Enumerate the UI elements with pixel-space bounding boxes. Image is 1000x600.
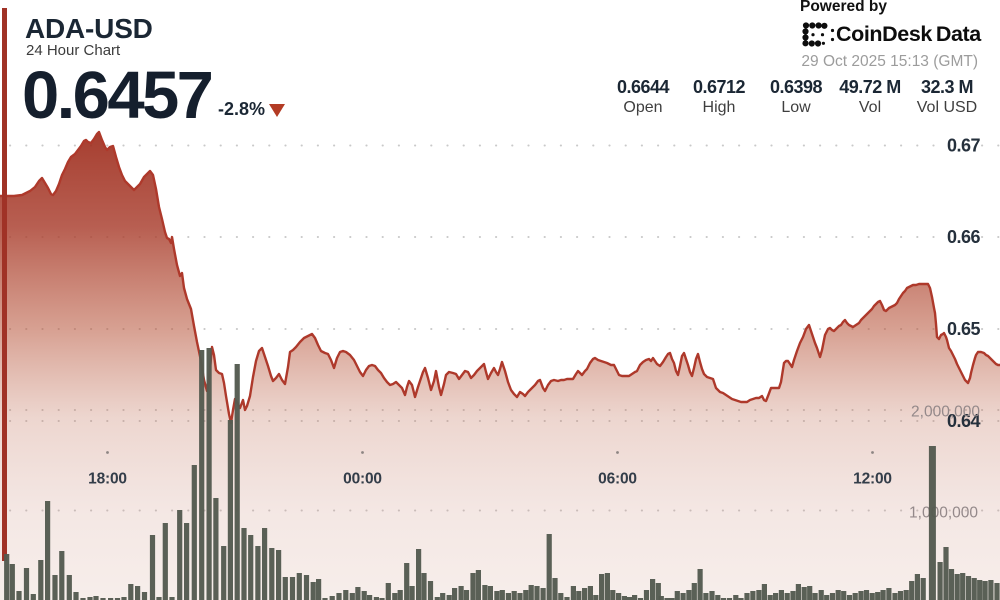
svg-text:00:00: 00:00 (343, 471, 382, 488)
svg-text:1,000,000: 1,000,000 (909, 505, 978, 522)
svg-text:2,000,000: 2,000,000 (911, 404, 980, 421)
svg-text:12:00: 12:00 (853, 471, 892, 488)
svg-text:0.64: 0.64 (947, 411, 981, 431)
svg-text:0.66: 0.66 (947, 227, 981, 247)
svg-text:18:00: 18:00 (88, 471, 127, 488)
svg-text:0.67: 0.67 (947, 136, 981, 156)
svg-text:06:00: 06:00 (598, 471, 637, 488)
svg-text:0.65: 0.65 (947, 319, 981, 339)
